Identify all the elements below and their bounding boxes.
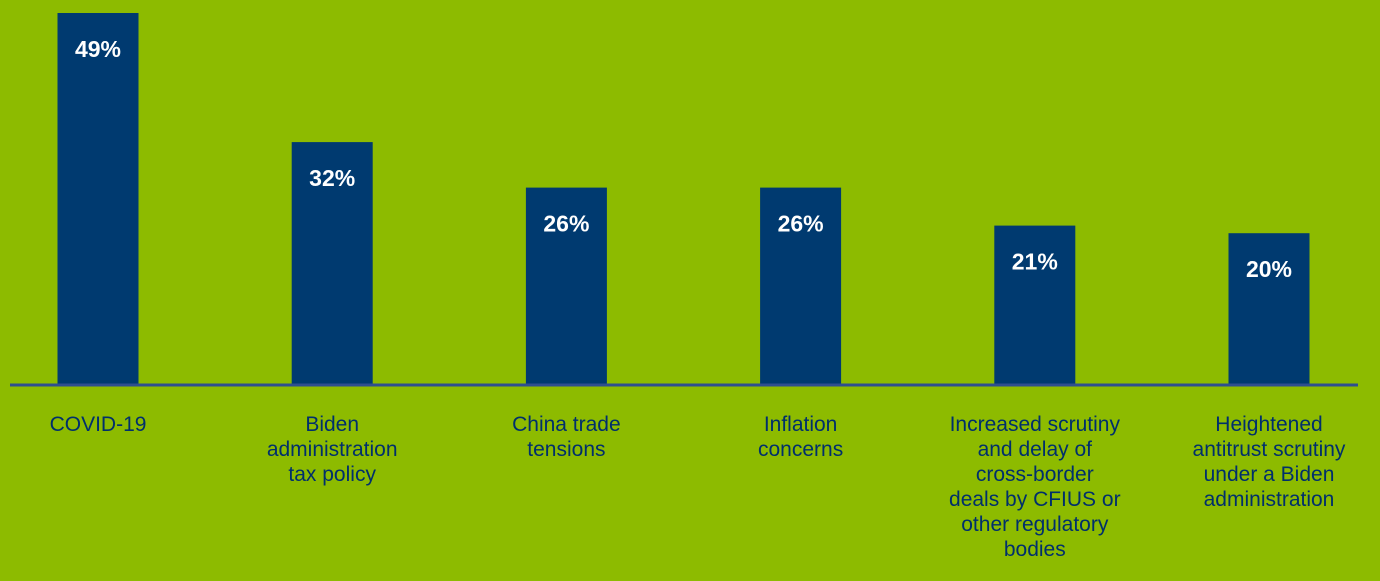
category-label-line: other regulatory xyxy=(961,513,1109,536)
category-label: COVID-19 xyxy=(0,412,198,437)
bar-5 xyxy=(994,225,1076,385)
bar-3 xyxy=(525,187,607,385)
category-label-line: administration xyxy=(266,438,398,461)
category-label-line: Biden xyxy=(305,413,360,436)
bar-4 xyxy=(760,187,842,385)
bars-group: 49% 32% 26% 26% 21% 20% xyxy=(57,13,1310,385)
category-label-line: Increased scrutiny xyxy=(949,413,1120,436)
category-label-line: cross-border xyxy=(975,463,1094,486)
category-label: Biden administration tax policy xyxy=(232,412,432,487)
category-label-line: Heightened xyxy=(1215,413,1323,436)
category-label-line: antitrust scrutiny xyxy=(1192,438,1346,461)
bar-value-label: 26% xyxy=(778,211,824,237)
bar-1 xyxy=(57,13,139,385)
category-label-line: and delay of xyxy=(977,438,1093,461)
category-label-line: bodies xyxy=(1003,538,1066,561)
bar-value-label: 49% xyxy=(75,36,121,62)
category-label-line: Inflation xyxy=(763,413,838,436)
category-label-line: administration xyxy=(1203,488,1335,511)
category-label-line: tax policy xyxy=(288,463,376,486)
bar-value-label: 26% xyxy=(543,211,589,237)
category-label-line: deals by CFIUS or xyxy=(949,488,1121,511)
category-label-line: concerns xyxy=(757,438,844,461)
category-label-line: COVID-19 xyxy=(49,413,147,436)
category-label: Inflation concerns xyxy=(701,412,901,462)
category-label-line: under a Biden xyxy=(1203,463,1335,486)
bar-value-label: 32% xyxy=(309,165,355,191)
category-label: Heightened antitrust scrutiny under a Bide… xyxy=(1169,412,1369,512)
bar-2 xyxy=(291,142,373,385)
category-label-line: China trade xyxy=(512,413,621,436)
bar-value-label: 21% xyxy=(1012,249,1058,275)
bar-value-label: 20% xyxy=(1246,256,1292,282)
category-label: China trade tensions xyxy=(466,412,666,462)
category-label-line: tensions xyxy=(527,438,606,461)
category-label: Increased scrutiny and delay of cross-bord… xyxy=(935,412,1135,562)
bar-6 xyxy=(1228,233,1310,385)
